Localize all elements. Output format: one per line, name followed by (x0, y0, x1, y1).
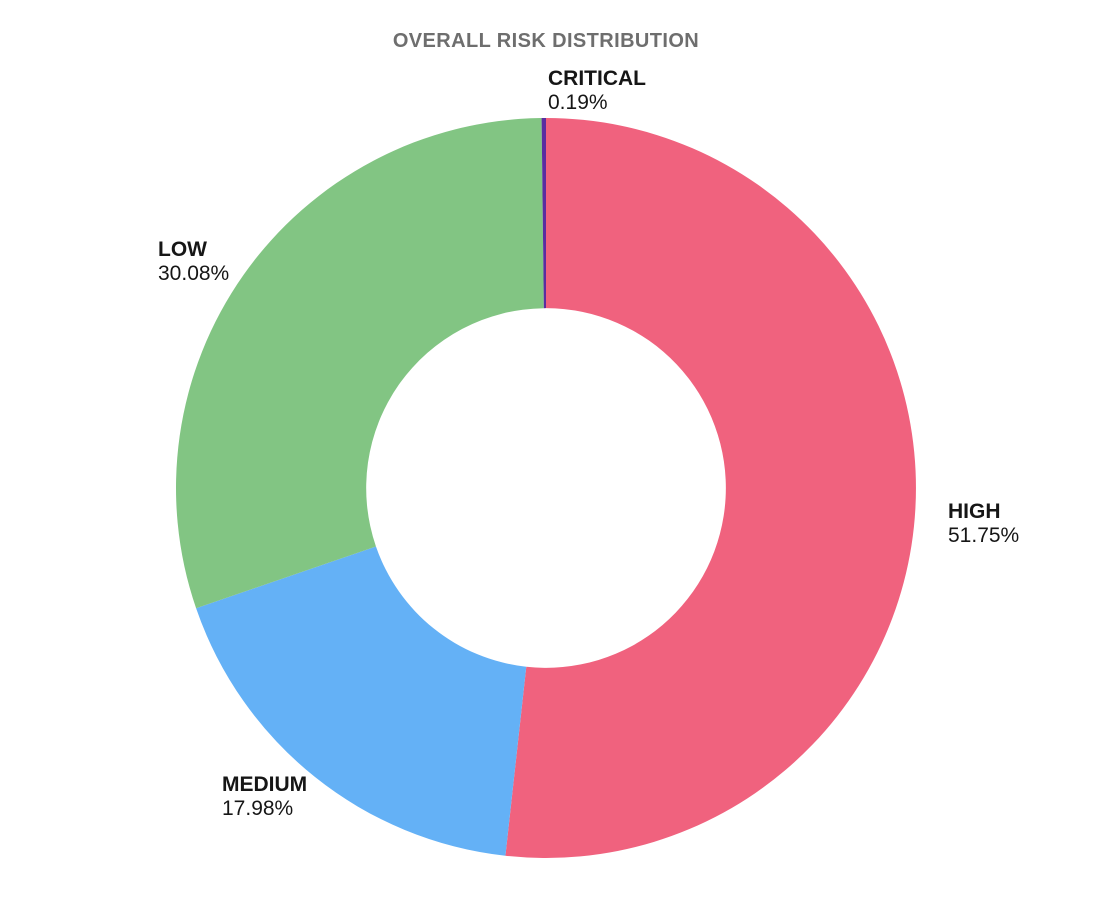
donut-slice-high[interactable] (505, 118, 916, 858)
slice-name-low: LOW (158, 238, 207, 261)
slice-name-medium: MEDIUM (222, 773, 308, 796)
donut-slice-medium[interactable] (196, 546, 527, 856)
slice-pct-high: 51.75% (948, 524, 1020, 547)
donut-slice-low[interactable] (176, 118, 544, 609)
slice-pct-low: 30.08% (158, 262, 230, 285)
slice-label-critical: CRITICAL 0.19% (548, 67, 646, 115)
chart-title: OVERALL RISK DISTRIBUTION (392, 30, 700, 52)
slice-pct-critical: 0.19% (548, 91, 608, 114)
slice-label-high: HIGH 51.75% (948, 500, 1019, 548)
slice-name-high: HIGH (948, 500, 1001, 523)
slice-label-low: LOW 30.08% (158, 238, 229, 286)
slice-name-critical: CRITICAL (548, 67, 646, 90)
donut-slice-critical[interactable] (541, 118, 546, 309)
slice-pct-medium: 17.98% (222, 797, 294, 820)
slice-label-medium: MEDIUM 17.98% (222, 773, 307, 821)
